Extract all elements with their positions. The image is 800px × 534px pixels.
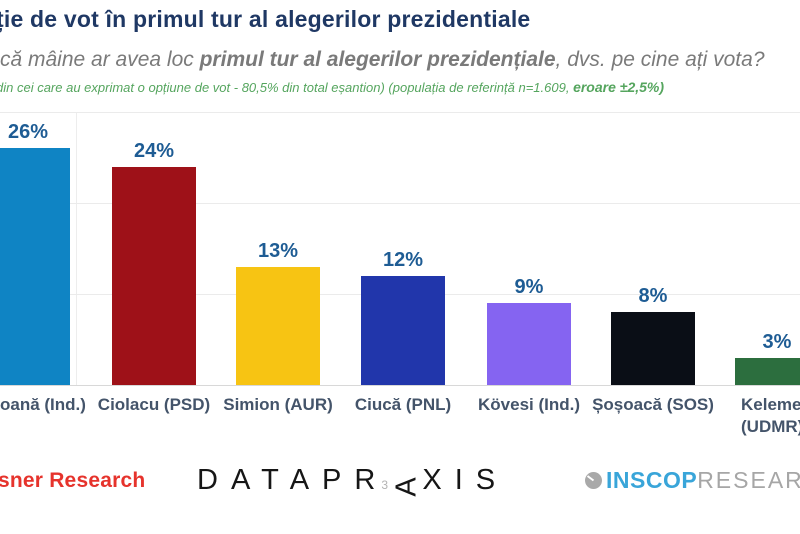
- survey-question-prefix: că mâine ar avea loc: [0, 48, 200, 71]
- datapraxis-rotated-a: A: [390, 464, 423, 497]
- survey-question-suffix: , dvs. pe cine ați vota?: [555, 48, 765, 71]
- bar-value-label: 9%: [514, 276, 544, 298]
- bar-value-label: 13%: [257, 240, 299, 262]
- bar-category-label-line1: Kövesi (Ind.): [477, 395, 581, 414]
- bar: [236, 267, 320, 385]
- bar-category-label-line1: Ciolacu (PSD): [97, 395, 211, 414]
- bar-category-label: oană (Ind.): [0, 394, 86, 416]
- bar: [112, 167, 196, 385]
- clock-icon: [585, 472, 602, 489]
- gridline: [0, 203, 800, 204]
- bar: [487, 303, 571, 385]
- bar-value-label: 3%: [762, 331, 792, 353]
- inscop-logo: INSCOP RESEARCH: [584, 467, 800, 494]
- bar-category-label-line1: Kelemen: [741, 395, 800, 414]
- bar: [361, 276, 445, 385]
- bar-category-label-line1: Șoșoacă (SOS): [592, 395, 714, 414]
- datapraxis-small-3: 3: [381, 478, 389, 492]
- bar-value-label: 12%: [382, 249, 424, 271]
- bar-category-label-line1: Ciucă (PNL): [354, 395, 452, 414]
- bar: [611, 312, 695, 385]
- bar-value-label: 26%: [7, 121, 49, 143]
- sample-note-text: din cei care au exprimat o opțiune de vo…: [0, 80, 574, 95]
- survey-question-bold: primul tur al alegerilor prezidențiale: [199, 48, 556, 71]
- bar-category-label: Kövesi (Ind.): [478, 394, 580, 416]
- bar-chart: 26% oană (Ind.) 24% Ciolacu (PSD) 13% Simion …: [0, 112, 800, 438]
- datapraxis-logo: DATAPR3AXIS: [197, 464, 508, 497]
- inscop-name: INSCOP: [606, 467, 698, 493]
- bar: [735, 358, 800, 385]
- datapraxis-text-pre: DATAPR: [197, 464, 389, 496]
- bar-category-label: Șoșoacă (SOS): [592, 394, 714, 416]
- bar-category-label: Ciolacu (PSD): [98, 394, 210, 416]
- bar: [0, 148, 70, 385]
- research-logo-left: sner Research: [0, 469, 146, 492]
- bar-category-label: Simion (AUR): [223, 394, 333, 416]
- axis-line: [76, 112, 77, 385]
- sample-note: din cei care au exprimat o opțiune de vo…: [0, 79, 664, 95]
- bar-value-label: 24%: [133, 140, 175, 162]
- bar-category-label-line1: Simion (AUR): [223, 395, 333, 414]
- bar-category-label: Kelemen (UDMR): [741, 394, 800, 438]
- bar-category-label: Ciucă (PNL): [355, 394, 451, 416]
- survey-question: că mâine ar avea loc primul tur al alege…: [0, 48, 765, 72]
- baseline: [0, 385, 800, 386]
- bar-category-label-line1: oană (Ind.): [0, 395, 86, 414]
- bar-value-label: 8%: [638, 285, 668, 307]
- page-title: ție de vot în primul tur al alegerilor p…: [0, 6, 531, 32]
- gridline: [0, 112, 800, 113]
- bar-category-label-line2: (UDMR): [741, 417, 800, 436]
- inscop-research-text: RESEARCH: [697, 467, 800, 493]
- datapraxis-text-post: XIS: [422, 464, 509, 496]
- sample-note-error-margin: eroare ±2,5%): [573, 79, 665, 95]
